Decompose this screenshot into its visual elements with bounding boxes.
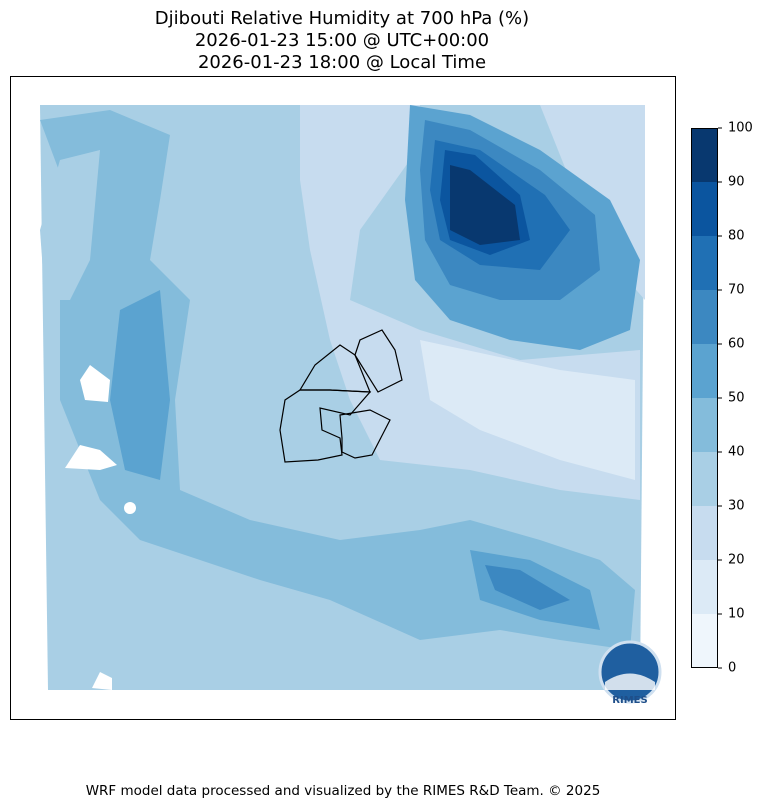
colorbar: 0 10 20 30 40 50 60 70 80 90 100: [691, 121, 753, 676]
tick-label: 100: [728, 121, 753, 136]
tick-label: 50: [728, 391, 745, 406]
colorbar-segment: [691, 236, 718, 290]
title-line: Djibouti Relative Humidity at 700 hPa (%…: [155, 8, 529, 29]
title-line: 2026-01-23 18:00 @ Local Time: [198, 52, 486, 73]
tick-label: 60: [728, 337, 745, 352]
colorbar-segment: [691, 452, 718, 506]
humidity-field: [40, 105, 645, 690]
logo: RIMES: [598, 640, 662, 706]
tick-label: 70: [728, 283, 745, 298]
colorbar-segment: [691, 614, 718, 668]
colorbar-outline: [691, 128, 718, 668]
logo-text: RIMES: [612, 695, 647, 706]
footer: WRF model data processed and visualized …: [86, 783, 601, 799]
tick-label: 10: [728, 607, 745, 622]
colorbar-segment: [691, 398, 718, 452]
tick-label: 0: [728, 661, 736, 676]
title-line: 2026-01-23 15:00 @ UTC+00:00: [195, 30, 489, 51]
border-lines: [279, 329, 403, 463]
colorbar-segment: [691, 506, 718, 560]
tick-label: 30: [728, 499, 745, 514]
colorbar-segment: [691, 128, 718, 182]
colorbar-segment: [691, 344, 718, 398]
colorbar-segment: [691, 290, 718, 344]
tick-label: 40: [728, 445, 745, 460]
colorbar-segment: [691, 182, 718, 236]
tick-label: 90: [728, 175, 745, 190]
tick-label: 80: [728, 229, 745, 244]
tick-label: 20: [728, 553, 745, 568]
colorbar-segment: [691, 560, 718, 614]
